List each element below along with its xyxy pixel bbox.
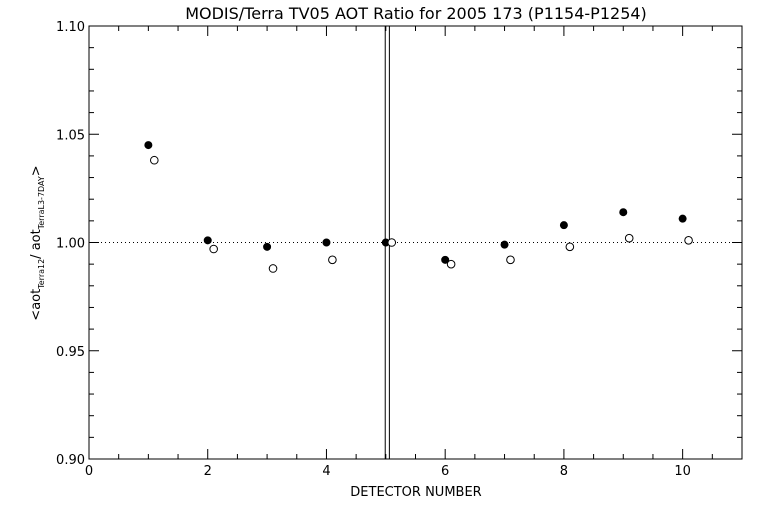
y-tick-label: 1.05 <box>56 128 85 143</box>
open-point <box>684 236 693 245</box>
open-point <box>506 255 515 265</box>
filled-point <box>441 255 450 264</box>
filled-point <box>322 238 331 247</box>
y-axis-title-suffix: > <box>29 165 44 176</box>
filled-point <box>619 208 628 217</box>
y-tick-label: 1.10 <box>56 20 85 35</box>
x-tick-label: 8 <box>560 464 568 479</box>
x-axis-title: DETECTOR NUMBER <box>350 485 481 500</box>
open-point <box>624 233 634 243</box>
x-tick-label: 4 <box>322 464 330 479</box>
filled-point <box>559 221 568 230</box>
x-tick-label: 6 <box>441 464 449 479</box>
data-points <box>144 141 693 273</box>
open-point <box>387 238 397 247</box>
open-point <box>565 242 575 252</box>
y-axis-title-prefix: <aot <box>29 289 44 321</box>
filled-point <box>678 214 687 223</box>
x-tick-label: 0 <box>85 464 93 479</box>
filled-point <box>263 242 272 251</box>
plot-axes <box>88 25 743 460</box>
y-axis-title-mid: / aot <box>29 229 44 259</box>
y-axis-title: <aotTerra12/ aotTerraL3-7DAY> <box>29 165 46 320</box>
open-point <box>150 155 159 165</box>
filled-point <box>500 240 509 249</box>
filled-point <box>144 141 153 150</box>
x-tick-label: 10 <box>674 464 691 479</box>
y-tick-label: 0.95 <box>56 345 85 360</box>
open-point <box>328 255 337 265</box>
open-point <box>446 259 456 269</box>
y-axis-title-sub1: Terra12 <box>37 259 46 290</box>
y-tick-label: 1.00 <box>56 237 85 252</box>
x-tick-label: 2 <box>204 464 212 479</box>
axis-ticks: 0 2 4 6 8 10 0.90 0.95 1.00 1.05 1.10 <box>56 20 743 479</box>
open-point <box>209 244 218 254</box>
filled-point <box>203 236 212 245</box>
open-point <box>268 264 278 273</box>
y-tick-label: 0.90 <box>56 453 85 468</box>
chart-title: MODIS/Terra TV05 AOT Ratio for 2005 173 … <box>185 4 647 23</box>
y-axis-title-sub2: TerraL3-7DAY <box>37 176 46 230</box>
plot-frame <box>88 25 743 460</box>
